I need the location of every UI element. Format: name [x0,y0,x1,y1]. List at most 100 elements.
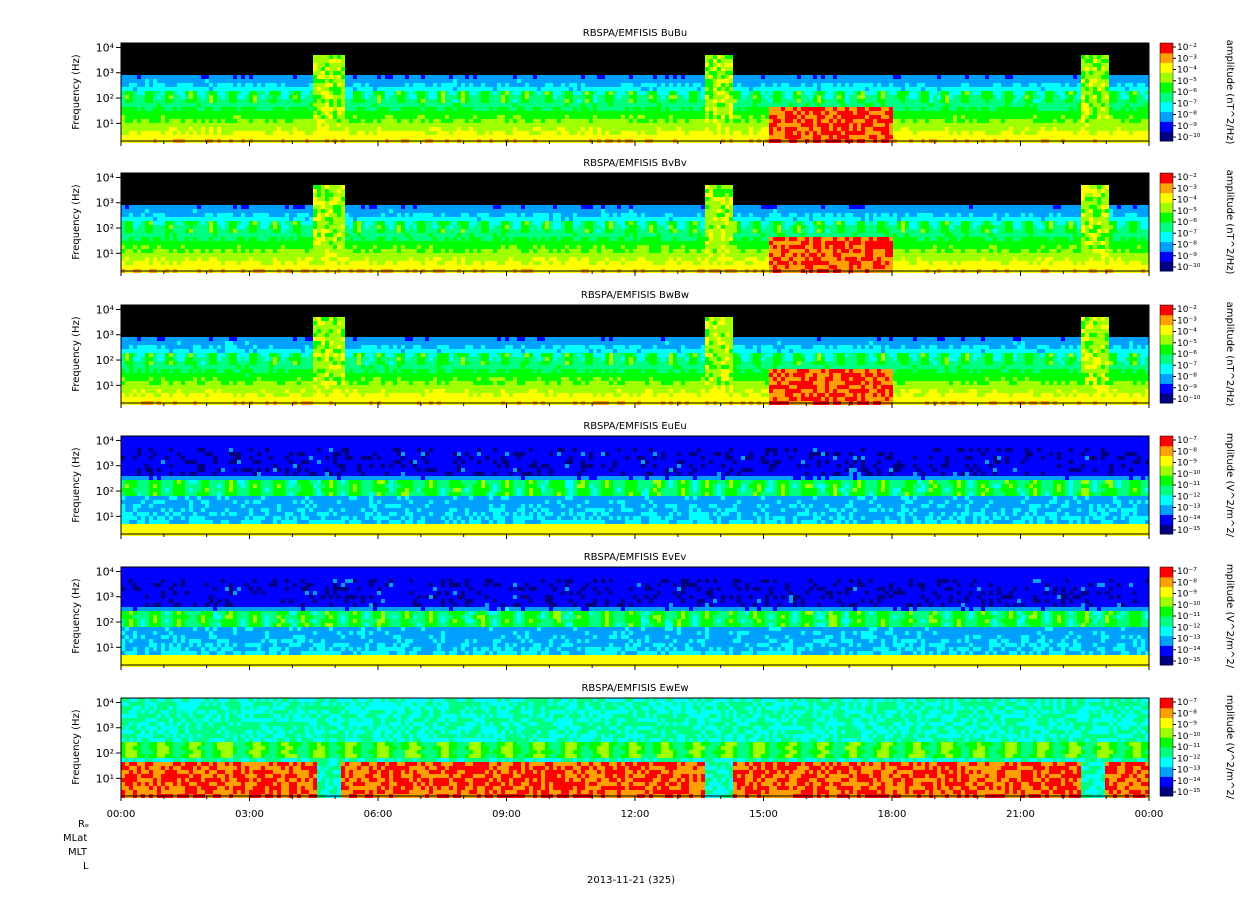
y-tick-label: 10³ [96,460,114,473]
colorbar-tick-label: 10⁻⁹ [1177,459,1197,469]
colorbar-tick-label: 10⁻¹⁵ [1177,657,1201,667]
spectrogram-image [121,436,1149,536]
y-tick-label: 10² [96,222,114,235]
y-tick-label: 10¹ [96,510,114,523]
colorbar-tick-label: 10⁻¹¹ [1177,612,1201,622]
y-axis-label: Frequency (Hz) [71,184,82,260]
colorbar-label: mplitude (V^2/m^2/ [1224,564,1235,669]
colorbar-tick-label: 10⁻¹² [1177,623,1201,633]
colorbar-tick-label: 10⁻¹³ [1177,635,1201,645]
colorbar-tick-label: 10⁻⁹ [1177,122,1197,132]
colorbar: 10⁻²10⁻³ 10⁻⁴10⁻⁵10⁻⁶10⁻⁷ 10⁻⁸10⁻⁹10⁻¹⁰ amp… [1159,40,1235,145]
y-tick-label: 10³ [96,722,114,735]
ephemeris-label-re: Rₑ [78,819,89,830]
colorbar-tick-label: 10⁻⁵ [1177,207,1197,217]
ephemeris-label-mlat: MLat [63,833,87,844]
colorbar-tick-label: 10⁻¹³ [1177,766,1201,776]
ephemeris-label-l: L [83,861,89,872]
x-tick-label: 06:00 [364,809,393,820]
panel-title: RBSPA/EMFISIS EwEw [581,683,688,694]
colorbar-tick-label: 10⁻⁸ [1177,578,1197,588]
colorbar-tick-label: 10⁻⁹ [1177,384,1197,394]
colorbar-tick-label: 10⁻² [1177,173,1197,183]
colorbar-tick-label: 10⁻⁶ [1177,350,1197,360]
y-tick-label: 10² [96,616,114,629]
colorbar-tick-label: 10⁻¹³ [1177,504,1201,514]
ephemeris-label-mlt: MLT [68,847,87,858]
colorbar-tick-label: 10⁻⁷ [1177,361,1197,371]
panel-3: RBSPA/EMFISIS BwBw Frequency (Hz) 10¹ 10² 10… [71,290,1235,408]
colorbar-tick-label: 10⁻³ [1177,184,1197,194]
y-tick-label: 10¹ [96,117,114,130]
panel-title: RBSPA/EMFISIS BwBw [581,290,689,301]
spectrogram-image [121,698,1149,798]
colorbar-tick-label: 10⁻⁸ [1177,709,1197,719]
colorbar-tick-label: 10⁻¹⁰ [1177,133,1201,143]
colorbar: 10⁻²10⁻³ 10⁻⁴10⁻⁵10⁻⁶10⁻⁷ 10⁻⁸10⁻⁹10⁻¹⁰ amp… [1159,170,1235,275]
colorbar-tick-label: 10⁻¹⁰ [1177,395,1201,405]
colorbar-label: amplitude (nT^2/Hz) [1224,302,1235,407]
y-axis-label: Frequency (Hz) [71,316,82,392]
colorbar-tick-label: 10⁻³ [1177,54,1197,64]
colorbar-tick-label: 10⁻¹⁰ [1177,732,1201,742]
colorbar-tick-label: 10⁻⁸ [1177,111,1197,121]
y-tick-label: 10² [96,92,114,105]
colorbar-label: amplitude (nT^2/Hz) [1224,170,1235,275]
panel-5: RBSPA/EMFISIS EvEv Frequency (Hz) 10¹ 10² 10… [71,552,1235,670]
y-tick-label: 10³ [96,329,114,342]
y-tick-label: 10² [96,747,114,760]
colorbar-tick-label: 10⁻¹⁰ [1177,470,1201,480]
colorbar-tick-label: 10⁻¹¹ [1177,743,1201,753]
colorbar-tick-label: 10⁻⁷ [1177,698,1197,708]
colorbar-tick-label: 10⁻⁸ [1177,447,1197,457]
colorbar-tick-label: 10⁻¹⁴ [1177,777,1201,787]
colorbar-tick-label: 10⁻⁹ [1177,252,1197,262]
y-tick-label: 10⁴ [96,565,115,578]
spectrogram-image [121,43,1149,143]
colorbar: 10⁻²10⁻³ 10⁻⁴10⁻⁵10⁻⁶10⁻⁷ 10⁻⁸10⁻⁹10⁻¹⁰ amp… [1159,302,1235,407]
colorbar-tick-label: 10⁻¹⁰ [1177,263,1201,273]
y-tick-label: 10¹ [96,772,114,785]
colorbar-tick-label: 10⁻⁷ [1177,436,1197,446]
x-tick-label: 21:00 [1006,809,1035,820]
y-tick-label: 10¹ [96,247,114,260]
colorbar-tick-label: 10⁻³ [1177,316,1197,326]
x-tick-label: 12:00 [621,809,650,820]
panel-title: RBSPA/EMFISIS BuBu [583,28,687,39]
panel-title: RBSPA/EMFISIS EvEv [584,552,687,563]
colorbar-label: mplitude (V^2/m^2/ [1224,433,1235,538]
y-tick-label: 10¹ [96,379,114,392]
colorbar-tick-label: 10⁻⁴ [1177,66,1197,76]
spectrogram-image [121,305,1149,405]
y-tick-label: 10⁴ [96,171,115,184]
x-tick-label: 18:00 [878,809,907,820]
spectrogram-image [121,173,1149,273]
panel-4: RBSPA/EMFISIS EuEu Frequency (Hz) 10¹ 10² 10… [71,421,1235,539]
colorbar-tick-label: 10⁻⁶ [1177,88,1197,98]
panel-title: RBSPA/EMFISIS BvBv [583,158,687,169]
y-tick-label: 10³ [96,197,114,210]
y-tick-label: 10⁴ [96,41,115,54]
colorbar-tick-label: 10⁻¹⁵ [1177,526,1201,536]
y-axis-label: Frequency (Hz) [71,447,82,523]
colorbar-tick-label: 10⁻⁶ [1177,218,1197,228]
colorbar-tick-label: 10⁻⁸ [1177,241,1197,251]
y-tick-label: 10¹ [96,641,114,654]
colorbar-tick-label: 10⁻¹⁴ [1177,515,1201,525]
colorbar-tick-label: 10⁻⁹ [1177,721,1197,731]
colorbar-tick-label: 10⁻² [1177,305,1197,315]
y-tick-label: 10⁴ [96,434,115,447]
colorbar-tick-label: 10⁻⁵ [1177,77,1197,87]
colorbar-tick-label: 10⁻⁴ [1177,196,1197,206]
colorbar-label: mplitude (V^2/m^2/ [1224,695,1235,800]
y-tick-label: 10³ [96,67,114,80]
x-tick-label: 15:00 [749,809,778,820]
colorbar-tick-label: 10⁻¹² [1177,492,1201,502]
colorbar-tick-label: 10⁻⁷ [1177,99,1197,109]
colorbar-tick-label: 10⁻⁹ [1177,590,1197,600]
colorbar-tick-label: 10⁻⁵ [1177,339,1197,349]
date-label: 2013-11-21 (325) [587,875,675,886]
